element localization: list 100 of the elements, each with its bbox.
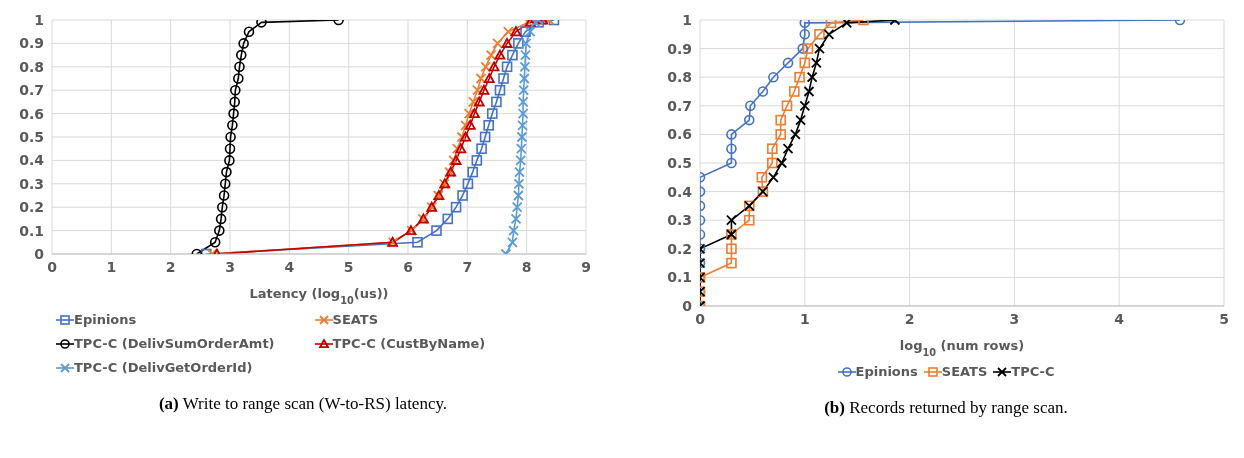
point — [726, 243, 737, 255]
point — [216, 201, 228, 213]
legend-label: Epinions — [855, 363, 918, 381]
point — [726, 157, 737, 169]
point — [775, 114, 786, 126]
point — [799, 29, 811, 40]
y-tick-label: 0.5 — [19, 128, 44, 145]
point — [462, 178, 474, 190]
point — [782, 57, 794, 69]
point — [221, 166, 232, 178]
point — [507, 236, 518, 248]
point — [823, 28, 835, 40]
point — [218, 190, 230, 201]
point — [494, 49, 506, 60]
point — [726, 143, 737, 154]
point — [483, 73, 495, 83]
point — [431, 225, 442, 236]
legend-label: SEATS — [941, 363, 988, 381]
y-tick-label: 0.3 — [19, 175, 44, 192]
point — [507, 49, 518, 61]
y-tick-label: 0.1 — [19, 222, 44, 239]
point — [517, 108, 529, 119]
point — [472, 84, 483, 96]
text: (a) Write to range scan (W-to-RS) latency. — [157, 394, 449, 414]
point — [227, 120, 238, 131]
point — [745, 100, 756, 112]
y-tick-label: 0.8 — [667, 69, 692, 86]
point — [442, 213, 454, 225]
point — [512, 190, 524, 201]
point — [775, 129, 786, 140]
point — [799, 57, 811, 69]
legend-label: TPC-C (CustByName) — [332, 335, 486, 353]
point — [501, 61, 513, 73]
point — [802, 43, 814, 54]
point — [233, 73, 244, 84]
x-tick-label: 5 — [1219, 310, 1229, 327]
point — [516, 131, 528, 143]
point — [473, 96, 485, 107]
point — [455, 143, 467, 154]
point — [520, 26, 531, 37]
point — [508, 225, 520, 236]
x-tick-label: 9 — [581, 258, 591, 275]
point — [412, 237, 423, 248]
point — [235, 49, 247, 61]
point — [515, 143, 527, 155]
point — [519, 61, 531, 73]
point — [492, 38, 503, 49]
point — [510, 213, 522, 225]
x-axis-title: log$_{10}$ (num rows) — [899, 338, 1025, 358]
point — [767, 157, 778, 169]
legend-label: Epinions — [74, 311, 137, 329]
point — [476, 143, 487, 154]
point — [486, 108, 498, 119]
x-tick-label: 0 — [695, 310, 706, 327]
y-tick-label: 0.1 — [667, 269, 692, 286]
x-tick-label: 8 — [521, 258, 532, 275]
x-tick-label: 5 — [343, 258, 354, 275]
point — [520, 38, 532, 49]
point — [517, 119, 528, 131]
point — [841, 20, 853, 29]
point — [789, 86, 800, 97]
point — [806, 71, 818, 83]
point — [225, 131, 236, 143]
x-tick-label: 4 — [1114, 310, 1125, 327]
point — [776, 157, 788, 169]
point — [781, 100, 793, 112]
x-tick-label: 2 — [904, 310, 915, 327]
x-tick-label: 3 — [225, 258, 235, 275]
point — [229, 96, 241, 108]
point — [215, 213, 227, 225]
y-tick-label: 1 — [34, 11, 44, 28]
point — [803, 86, 815, 97]
text: (b) Records returned by range scan. — [823, 398, 1069, 418]
point — [234, 61, 245, 73]
point — [795, 114, 807, 126]
legend-label: SEATS — [332, 311, 379, 329]
point — [726, 129, 737, 140]
point — [214, 225, 225, 236]
legend-label: TPC-C (DelivSumOrderAmt) — [74, 335, 275, 353]
point — [491, 96, 502, 108]
point — [797, 43, 808, 54]
point — [756, 172, 768, 183]
point — [464, 119, 476, 130]
x-tick-label: 1 — [799, 310, 810, 327]
point — [511, 201, 523, 213]
point — [243, 26, 255, 37]
point — [475, 73, 487, 84]
point — [757, 86, 769, 97]
y-tick-label: 0.4 — [667, 183, 693, 200]
point — [520, 49, 531, 61]
point — [789, 129, 801, 140]
y-tick-label: 0.9 — [667, 40, 692, 57]
x-tick-label: 0 — [47, 258, 58, 275]
point — [814, 43, 825, 54]
point — [219, 178, 231, 190]
y-tick-label: 0.6 — [19, 105, 44, 122]
point — [514, 166, 525, 178]
y-tick-label: 0.4 — [19, 152, 45, 169]
y-tick-label: 0.6 — [667, 126, 692, 143]
point — [457, 190, 468, 201]
